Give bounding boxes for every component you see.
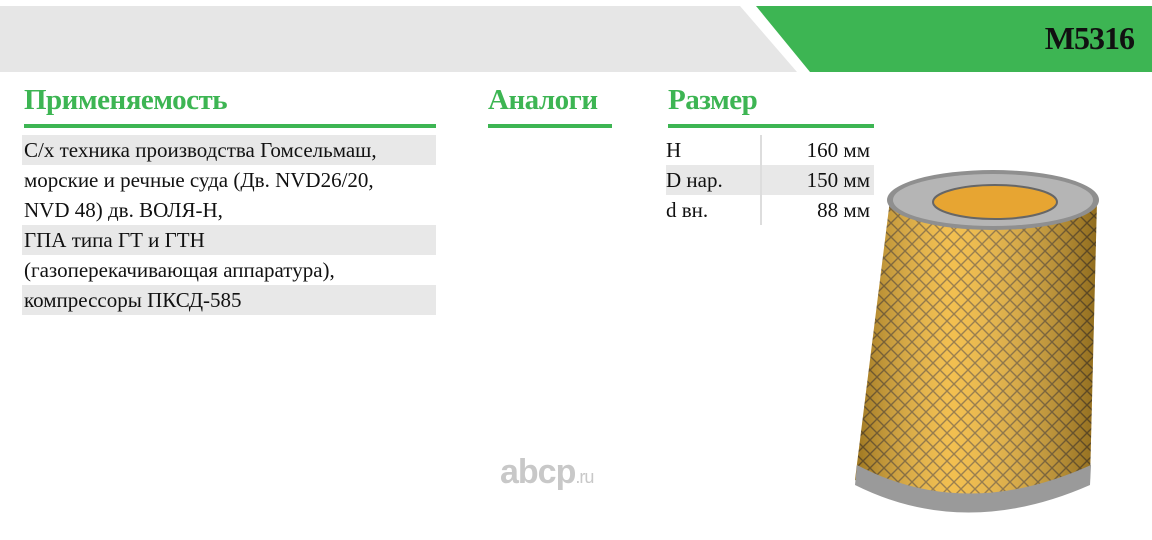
dimension-value: 160 мм (806, 138, 870, 162)
heading-underline (488, 124, 612, 128)
watermark-suffix: .ru (575, 467, 594, 487)
abcp-watermark: abcp.ru (500, 453, 594, 492)
dimension-value: 88 мм (817, 198, 870, 222)
heading-underline (668, 124, 874, 128)
dimension-row: H 160 мм (666, 135, 874, 165)
applicability-line: морские и речные суда (Дв. NVD26/20, (24, 168, 374, 192)
watermark-text: abcp (500, 453, 576, 491)
applicability-line: ГПА типа ГТ и ГТН (22, 225, 436, 255)
air-filter-image (855, 170, 1099, 513)
size-heading: Размер (668, 84, 758, 116)
applicability-heading: Применяемость (24, 84, 228, 116)
part-code: M5316 (1044, 20, 1135, 56)
dimension-row: d вн. 88 мм (666, 195, 874, 225)
dimension-row: D нар. 150 мм (666, 165, 874, 195)
applicability-line: С/х техника производства Гомсельмаш, (22, 135, 436, 165)
heading-underline (24, 124, 436, 128)
analogs-heading: Аналоги (488, 84, 598, 116)
header-bar (0, 6, 1152, 72)
applicability-line: (газоперекачивающая аппаратура), (24, 258, 335, 282)
applicability-line: компрессоры ПКСД-585 (22, 285, 436, 315)
applicability-list: С/х техника производства Гомсельмаш, мор… (22, 135, 436, 315)
dimension-label: d вн. (666, 195, 762, 225)
applicability-line: NVD 48) дв. ВОЛЯ-Н, (24, 198, 223, 222)
dimensions-table: H 160 мм D нар. 150 мм d вн. 88 мм (666, 135, 874, 225)
dimension-label: D нар. (666, 165, 762, 195)
dimension-value: 150 мм (806, 168, 870, 192)
dimension-label: H (666, 135, 762, 165)
